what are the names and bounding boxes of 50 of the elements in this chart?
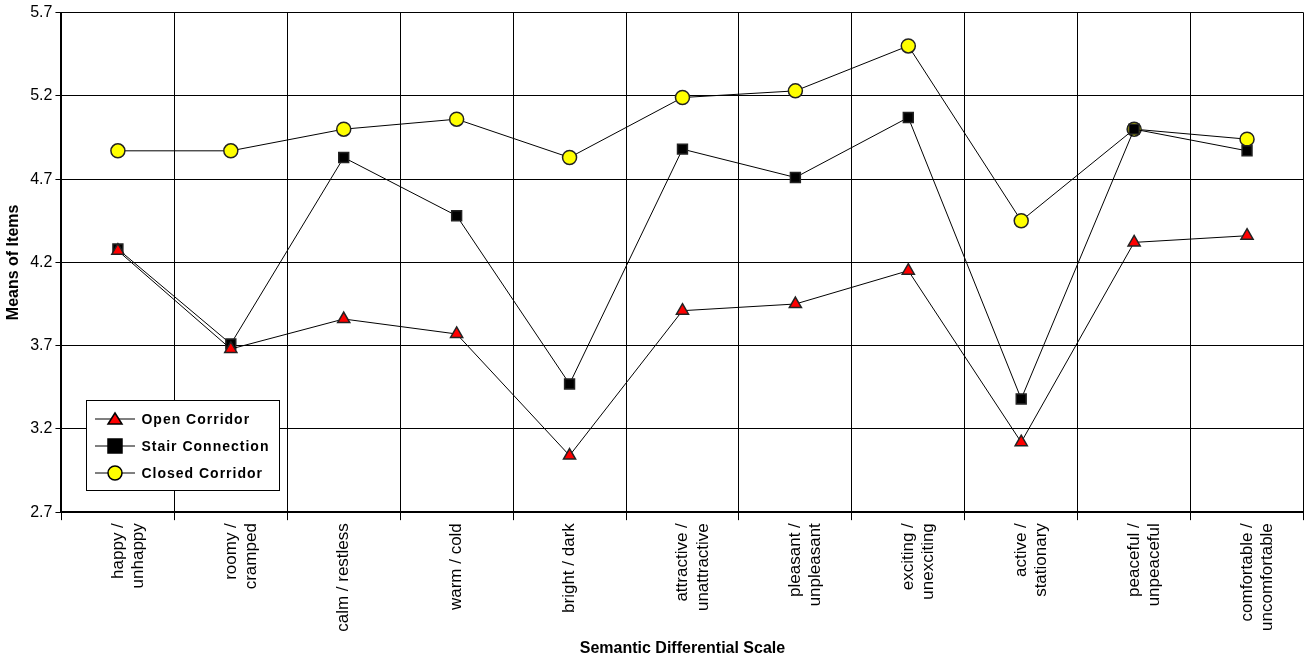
point — [1241, 145, 1253, 157]
point — [1015, 393, 1027, 405]
point — [1240, 227, 1254, 240]
legend-label: Open Corridor — [141, 410, 251, 427]
x-tick-label: active / stationary — [1010, 522, 1051, 597]
x-tick-label: happy / unhappy — [107, 522, 147, 589]
point — [788, 296, 803, 309]
x-tick-label: pleasant / unpleasant — [785, 522, 825, 607]
x-tick-label: warm / cold — [446, 523, 466, 612]
y-tick-label: 5.7 — [30, 3, 53, 21]
point — [562, 447, 577, 460]
y-tick-label: 3.2 — [30, 419, 53, 437]
x-tick-label: bright / dark — [559, 522, 579, 613]
y-tick-label: 4.7 — [30, 169, 53, 187]
point — [561, 149, 578, 166]
point — [1127, 234, 1141, 247]
point — [224, 341, 238, 354]
point — [1239, 131, 1255, 147]
point — [675, 302, 690, 315]
x-tick-label: calm / restless — [333, 523, 353, 632]
y-tick-label: 4.2 — [30, 252, 53, 270]
y-tick-label: 5.2 — [30, 86, 53, 104]
x-axis-title: Semantic Differential Scale — [579, 638, 786, 656]
point — [335, 121, 352, 137]
x-tick-label: attractive / unattractive — [672, 522, 712, 612]
point — [563, 378, 576, 390]
point — [450, 210, 463, 222]
point — [223, 143, 239, 159]
y-tick-label: 3.7 — [30, 336, 53, 354]
point — [787, 83, 804, 99]
point — [900, 38, 917, 54]
point — [901, 262, 916, 275]
point — [338, 151, 350, 164]
y-tick-label: 2.7 — [30, 502, 53, 520]
legend-label: Stair Connection — [141, 437, 270, 454]
y-axis-title: Means of Items — [4, 204, 22, 321]
x-tick-label: exciting / unexciting — [897, 522, 938, 600]
x-tick-label: peaceful / unpeaceful — [1123, 522, 1164, 607]
point — [789, 171, 802, 184]
point — [1013, 213, 1029, 229]
point — [676, 143, 689, 155]
legend-label: Closed Corridor — [141, 464, 264, 481]
point — [448, 111, 465, 127]
point — [674, 89, 691, 106]
x-tick-label: roomy / cramped — [220, 522, 260, 590]
point — [1014, 434, 1029, 447]
point — [110, 143, 126, 159]
point — [336, 311, 351, 324]
point — [902, 111, 914, 124]
point — [449, 326, 464, 339]
